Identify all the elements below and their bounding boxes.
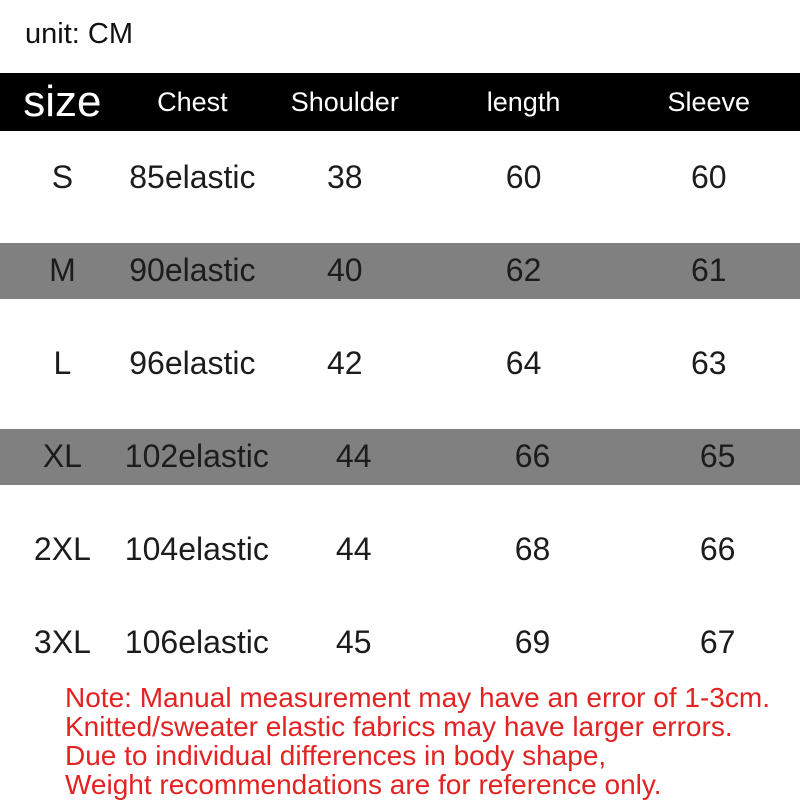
size-table: size Chest Shoulder length Sleeve S 85el… xyxy=(0,73,800,689)
unit-label: unit: CM xyxy=(25,18,133,50)
cell-sleeve: 67 xyxy=(699,624,736,660)
header-cell-size: size xyxy=(23,77,102,126)
cell-size: L xyxy=(53,345,72,381)
cell-shoulder: 44 xyxy=(335,531,372,567)
cell-length: 68 xyxy=(514,531,551,567)
note-line-1: Note: Manual measurement may have an err… xyxy=(65,682,770,713)
note-line-4: Weight recommendations are for reference… xyxy=(65,769,662,800)
cell-size: M xyxy=(49,252,76,288)
table-row-2xl: 2XL 104elastic 44 68 66 xyxy=(0,503,800,596)
note-block: Note: Manual measurement may have an err… xyxy=(0,683,800,799)
table-row-l: L 96elastic 42 64 63 xyxy=(0,317,800,410)
cell-shoulder: 38 xyxy=(326,159,363,195)
cell-length: 69 xyxy=(514,624,551,660)
row-band: 3XL 106elastic 45 69 67 xyxy=(0,615,800,671)
row-band-highlighted: M 90elastic 40 62 61 xyxy=(0,242,800,299)
table-header-row: size Chest Shoulder length Sleeve xyxy=(0,73,800,131)
cell-chest: 90elastic xyxy=(129,252,256,288)
cell-size: 3XL xyxy=(33,624,91,660)
cell-shoulder: 40 xyxy=(326,252,363,288)
row-band: 2XL 104elastic 44 68 66 xyxy=(0,522,800,578)
cell-length: 62 xyxy=(505,252,542,288)
cell-size: S xyxy=(51,159,74,195)
cell-shoulder: 44 xyxy=(335,438,372,474)
row-band: L 96elastic 42 64 63 xyxy=(0,336,800,392)
cell-shoulder: 42 xyxy=(326,345,363,381)
cell-length: 64 xyxy=(505,345,542,381)
row-band: S 85elastic 38 60 60 xyxy=(0,150,800,206)
cell-length: 60 xyxy=(505,159,542,195)
table-row-m: M 90elastic 40 62 61 xyxy=(0,224,800,317)
cell-sleeve: 66 xyxy=(699,531,736,567)
table-row-xl: XL 102elastic 44 66 65 xyxy=(0,410,800,503)
cell-sleeve: 65 xyxy=(699,438,736,474)
cell-chest: 106elastic xyxy=(124,624,269,660)
cell-chest: 85elastic xyxy=(129,159,256,195)
table-row-s: S 85elastic 38 60 60 xyxy=(0,131,800,224)
header-cell-sleeve: Sleeve xyxy=(667,86,751,117)
note-line-2: Knitted/sweater elastic fabrics may have… xyxy=(65,711,733,742)
cell-size: 2XL xyxy=(33,531,91,567)
cell-sleeve: 61 xyxy=(690,252,727,288)
header-cell-shoulder: Shoulder xyxy=(290,86,399,117)
cell-size: XL xyxy=(42,438,82,474)
table-row-3xl: 3XL 106elastic 45 69 67 xyxy=(0,596,800,689)
cell-sleeve: 60 xyxy=(690,159,727,195)
cell-sleeve: 63 xyxy=(690,345,727,381)
row-band-highlighted: XL 102elastic 44 66 65 xyxy=(0,428,800,485)
note-line-3: Due to individual differences in body sh… xyxy=(65,740,607,771)
header-cell-length: length xyxy=(486,86,561,117)
header-cell-chest: Chest xyxy=(157,86,228,117)
cell-shoulder: 45 xyxy=(335,624,372,660)
cell-chest: 104elastic xyxy=(124,531,269,567)
cell-chest: 102elastic xyxy=(124,438,269,474)
cell-length: 66 xyxy=(514,438,551,474)
cell-chest: 96elastic xyxy=(129,345,256,381)
